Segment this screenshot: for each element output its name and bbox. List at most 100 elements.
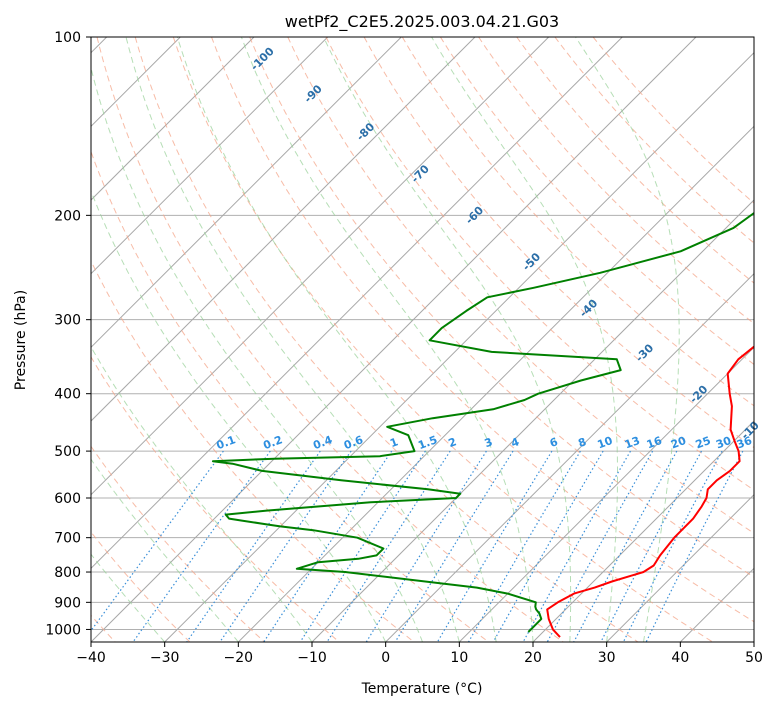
x-axis: −40 −30 −20 −10 0 10 20 30 40 50 bbox=[76, 642, 763, 666]
mixing-ratio-line bbox=[492, 450, 604, 642]
y-tick-label: 800 bbox=[54, 565, 81, 581]
mixing-ratio-line bbox=[299, 450, 426, 642]
y-tick-label: 600 bbox=[54, 491, 81, 507]
plot-frame bbox=[90, 36, 755, 643]
dry-adiabat bbox=[439, 37, 754, 366]
isotherm-line bbox=[385, 272, 754, 642]
mixing-ratio-label: 36 bbox=[735, 434, 754, 452]
mixing-ratio-line bbox=[546, 450, 654, 642]
mixing-ratio-label: 6 bbox=[548, 435, 560, 450]
isotherm-line bbox=[91, 37, 623, 570]
mixing-ratio-label: 0.6 bbox=[342, 433, 365, 452]
mixing-ratio-label: 3 bbox=[483, 435, 495, 450]
dry-adiabat bbox=[172, 37, 713, 642]
mixing-ratio-line bbox=[394, 450, 514, 642]
moist-adiabat bbox=[125, 37, 460, 642]
dry-adiabat bbox=[91, 445, 265, 642]
mixing-ratio-line bbox=[645, 450, 744, 642]
dry-adiabat bbox=[363, 37, 754, 449]
isotherm-line bbox=[237, 125, 754, 642]
moist-adiabat bbox=[176, 37, 497, 642]
y-axis-label: Pressure (hPa) bbox=[13, 290, 29, 390]
mixing-ratio-label: 0.4 bbox=[311, 433, 334, 452]
x-tick-label: 40 bbox=[671, 650, 689, 666]
mixing-ratio-line bbox=[91, 450, 224, 632]
x-tick-label: 20 bbox=[524, 650, 542, 666]
dry-adiabat bbox=[554, 37, 754, 244]
temperature-profile-line bbox=[546, 345, 754, 638]
y-tick-label: 1000 bbox=[45, 622, 81, 638]
mixing-ratio-label: 1 bbox=[388, 435, 400, 450]
mixing-ratio-labels: 0.1 0.2 0.4 0.6 1 1.5 2 3 4 6 8 10 13 16 20 25 30 36 bbox=[215, 433, 754, 452]
mixing-ratio-label: 30 bbox=[714, 434, 733, 452]
isotherm-line bbox=[458, 346, 754, 642]
dry-adiabat bbox=[91, 355, 340, 642]
x-tick-label: −40 bbox=[76, 650, 106, 666]
mixing-ratio-label: 20 bbox=[669, 434, 688, 452]
dewpoint-profile-line bbox=[211, 211, 754, 633]
x-tick-label: 50 bbox=[745, 650, 763, 666]
isotherm-line bbox=[91, 37, 476, 422]
mixing-ratio-line bbox=[600, 450, 703, 642]
mixing-ratio-label: 8 bbox=[576, 435, 588, 450]
dry-adiabat bbox=[401, 37, 754, 407]
dry-adiabat bbox=[325, 37, 754, 491]
moist-adiabat bbox=[323, 37, 572, 642]
isotherm-line bbox=[91, 37, 255, 201]
x-tick-label: 10 bbox=[450, 650, 468, 666]
isotherm-line bbox=[91, 37, 329, 275]
mixing-ratio-label: 0.1 bbox=[215, 433, 238, 452]
profile-lines bbox=[211, 211, 754, 638]
dry-adiabat bbox=[249, 37, 754, 578]
mixing-ratio-line bbox=[186, 450, 321, 642]
dry-adiabat bbox=[96, 37, 564, 642]
moist-adiabat bbox=[91, 345, 313, 642]
moist-adiabat bbox=[91, 553, 166, 642]
x-tick-label: −30 bbox=[150, 650, 180, 666]
x-tick-label: −10 bbox=[297, 650, 327, 666]
mixing-ratio-label: 16 bbox=[645, 434, 664, 452]
dry-adiabat bbox=[91, 259, 415, 642]
dry-adiabat bbox=[287, 37, 754, 534]
dry-adiabat bbox=[211, 37, 754, 623]
dry-adiabat bbox=[592, 37, 754, 204]
mixing-ratio-label: 25 bbox=[694, 434, 713, 451]
y-axis: 100 200 300 400 500 600 700 800 900 1000 bbox=[45, 30, 91, 638]
moist-adiabat bbox=[91, 458, 239, 642]
x-tick-label: −20 bbox=[224, 650, 254, 666]
x-axis-label: Temperature (°C) bbox=[361, 681, 483, 697]
y-tick-label: 500 bbox=[54, 444, 81, 460]
y-tick-label: 100 bbox=[54, 30, 81, 46]
x-tick-label: 0 bbox=[381, 650, 390, 666]
mixing-ratio-label: 4 bbox=[509, 435, 521, 450]
isotherm-line bbox=[91, 37, 402, 349]
mixing-ratio-line bbox=[219, 450, 352, 642]
moist-adiabat bbox=[91, 65, 423, 642]
isotherm-line bbox=[91, 37, 550, 496]
moist-adiabat bbox=[431, 37, 618, 642]
y-tick-label: 400 bbox=[54, 387, 81, 403]
y-tick-label: 700 bbox=[54, 531, 81, 547]
y-tick-label: 300 bbox=[54, 313, 81, 329]
isotherm-line bbox=[91, 37, 697, 642]
mixing-ratio-label: 10 bbox=[596, 434, 615, 452]
isotherm-line bbox=[606, 493, 754, 642]
x-tick-label: 30 bbox=[598, 650, 616, 666]
mixing-ratio-label: 1.5 bbox=[416, 433, 439, 452]
mixing-ratio-label: 0.2 bbox=[261, 433, 284, 452]
isotherm-line bbox=[164, 51, 754, 642]
isotherm-line bbox=[532, 420, 754, 642]
dry-adiabat bbox=[134, 37, 639, 642]
mixing-ratio-label: 13 bbox=[623, 434, 642, 451]
mixing-ratio-label: 2 bbox=[447, 435, 459, 450]
mixing-ratio-line bbox=[573, 450, 678, 642]
background-lines bbox=[91, 37, 754, 642]
chart-title: wetPf2_C2E5.2025.003.04.21.G03 bbox=[285, 12, 559, 32]
y-tick-label: 900 bbox=[54, 595, 81, 611]
y-tick-label: 200 bbox=[54, 208, 81, 224]
moist-adiabat bbox=[575, 37, 680, 642]
mixing-ratio-line bbox=[522, 450, 632, 642]
moist-adiabat bbox=[91, 189, 387, 642]
